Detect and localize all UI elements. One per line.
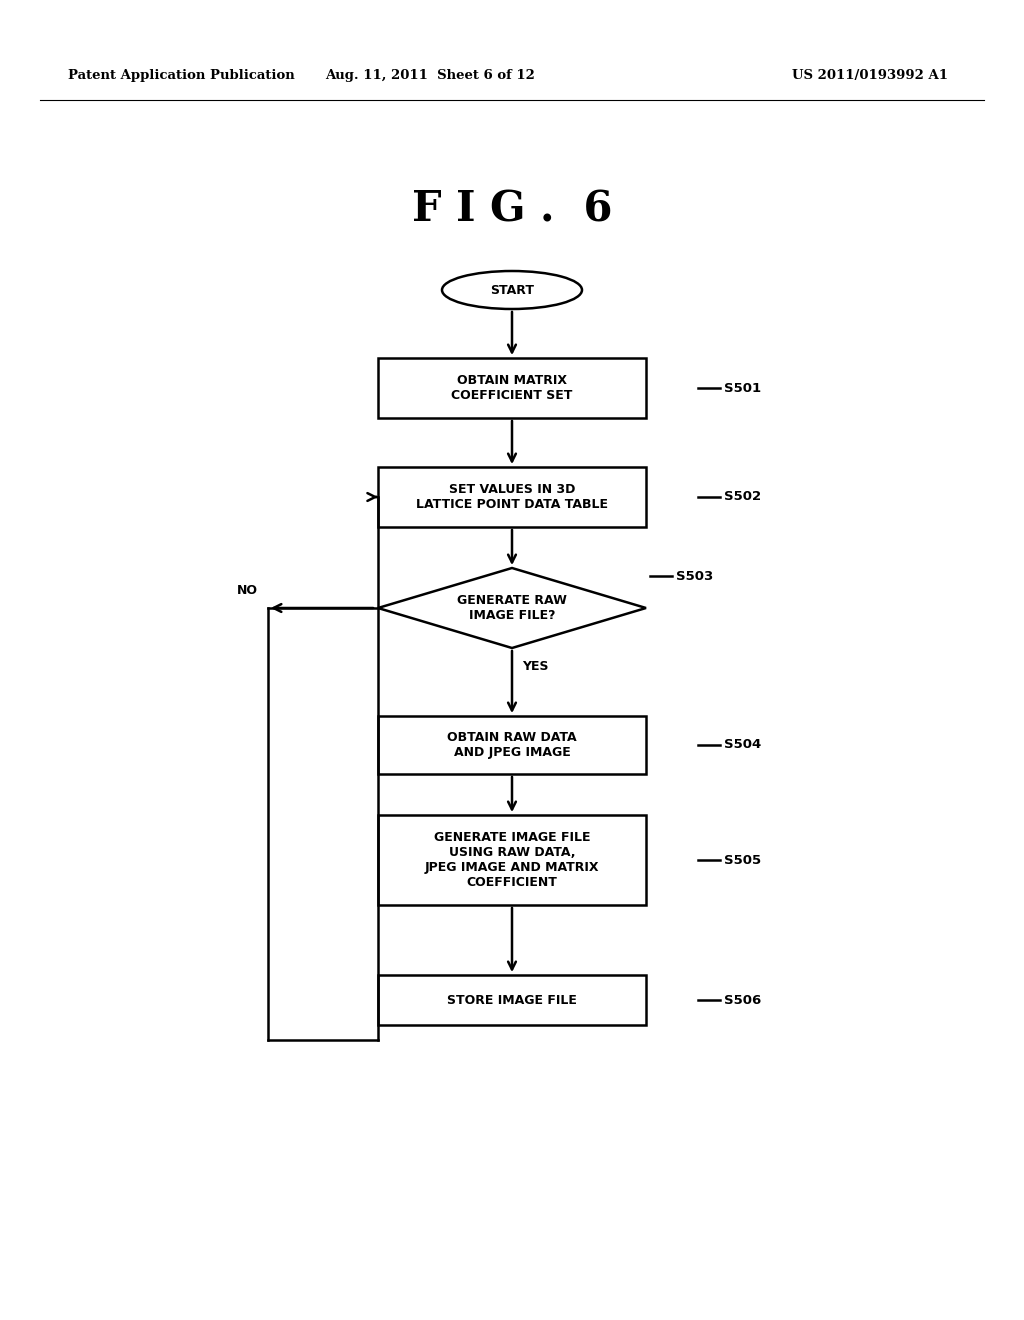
Text: S501: S501 (724, 381, 761, 395)
Text: OBTAIN MATRIX
COEFFICIENT SET: OBTAIN MATRIX COEFFICIENT SET (452, 374, 572, 403)
Text: Patent Application Publication: Patent Application Publication (68, 69, 295, 82)
Text: NO: NO (237, 583, 258, 597)
Bar (378, 814, 646, 906)
Text: SET VALUES IN 3D
LATTICE POINT DATA TABLE: SET VALUES IN 3D LATTICE POINT DATA TABL… (416, 483, 608, 511)
Text: GENERATE IMAGE FILE
USING RAW DATA,
JPEG IMAGE AND MATRIX
COEFFICIENT: GENERATE IMAGE FILE USING RAW DATA, JPEG… (425, 832, 599, 888)
Bar (378, 358, 646, 418)
Text: S503: S503 (676, 569, 714, 582)
Text: US 2011/0193992 A1: US 2011/0193992 A1 (792, 69, 948, 82)
Bar (378, 467, 646, 527)
Text: S502: S502 (724, 491, 761, 503)
Text: S505: S505 (724, 854, 761, 866)
Text: OBTAIN RAW DATA
AND JPEG IMAGE: OBTAIN RAW DATA AND JPEG IMAGE (447, 731, 577, 759)
Text: S506: S506 (724, 994, 761, 1006)
Text: GENERATE RAW
IMAGE FILE?: GENERATE RAW IMAGE FILE? (457, 594, 567, 622)
Text: F I G .  6: F I G . 6 (412, 189, 612, 231)
Bar (378, 975, 646, 1026)
Text: STORE IMAGE FILE: STORE IMAGE FILE (447, 994, 577, 1006)
Text: S504: S504 (724, 738, 761, 751)
Bar (378, 715, 646, 774)
Text: YES: YES (522, 660, 549, 672)
Text: Aug. 11, 2011  Sheet 6 of 12: Aug. 11, 2011 Sheet 6 of 12 (325, 69, 535, 82)
Text: START: START (490, 284, 534, 297)
